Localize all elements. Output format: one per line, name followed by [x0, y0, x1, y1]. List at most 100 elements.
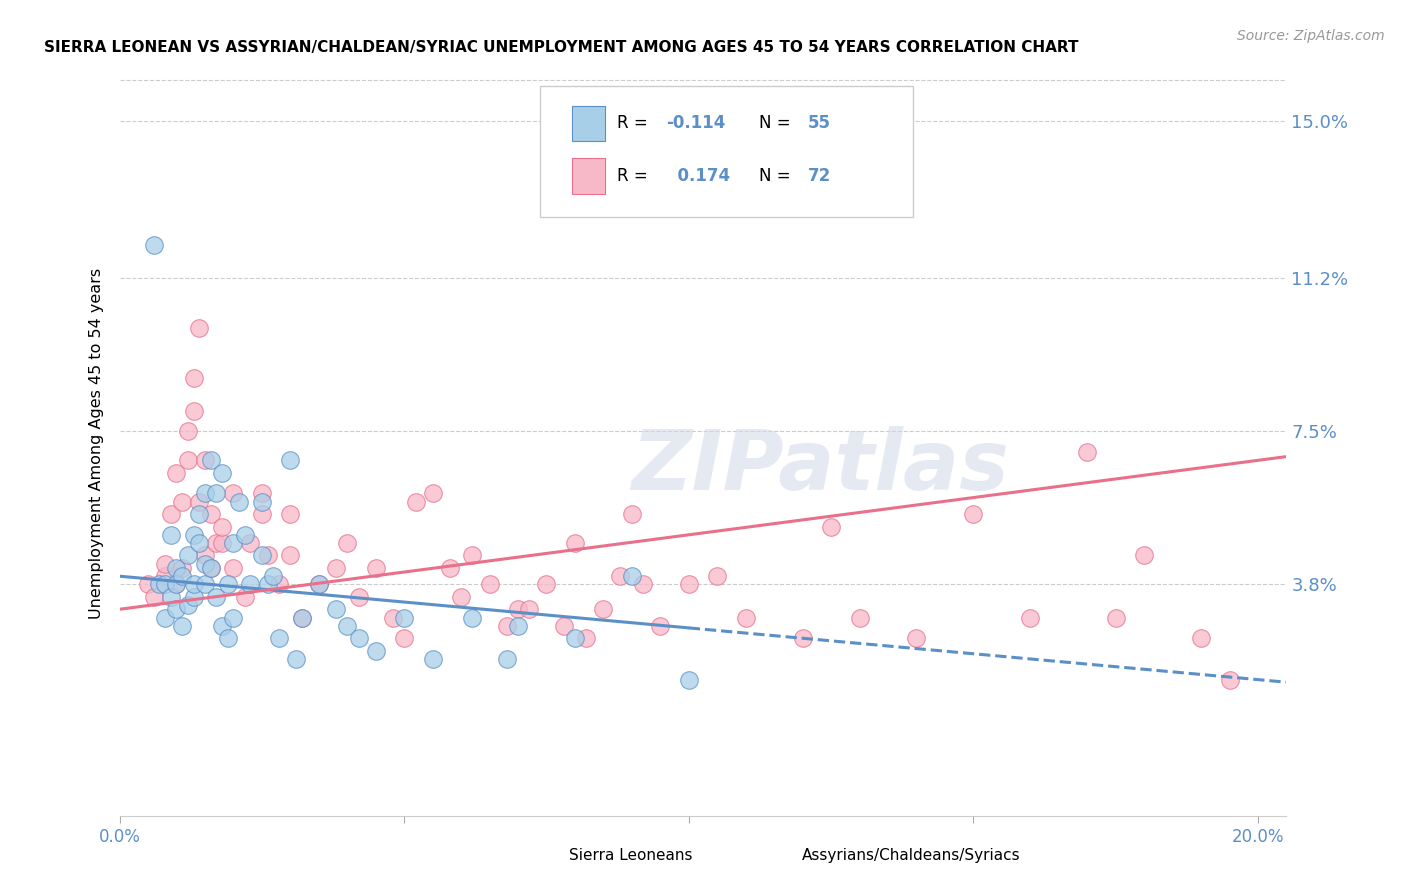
Point	[217, 577, 239, 591]
Point	[461, 549, 484, 563]
FancyBboxPatch shape	[572, 105, 605, 141]
Point	[233, 528, 256, 542]
Point	[519, 602, 541, 616]
Point	[278, 507, 301, 521]
Point	[172, 569, 194, 583]
Point	[172, 561, 194, 575]
Point	[165, 602, 187, 616]
Text: 72: 72	[808, 167, 831, 185]
Point	[792, 632, 814, 646]
Point	[262, 569, 284, 583]
Point	[256, 549, 278, 563]
Point	[172, 619, 194, 633]
Text: Source: ZipAtlas.com: Source: ZipAtlas.com	[1237, 29, 1385, 44]
Point	[159, 528, 181, 542]
Text: SIERRA LEONEAN VS ASSYRIAN/CHALDEAN/SYRIAC UNEMPLOYMENT AMONG AGES 45 TO 54 YEAR: SIERRA LEONEAN VS ASSYRIAN/CHALDEAN/SYRI…	[44, 40, 1078, 55]
Point	[148, 577, 170, 591]
Point	[553, 619, 575, 633]
Point	[285, 652, 308, 666]
Point	[439, 561, 461, 575]
Point	[239, 536, 262, 550]
Point	[222, 486, 245, 500]
Point	[575, 632, 598, 646]
Point	[278, 453, 301, 467]
Point	[194, 577, 217, 591]
Point	[200, 507, 222, 521]
Point	[347, 590, 370, 604]
FancyBboxPatch shape	[540, 87, 912, 217]
FancyBboxPatch shape	[768, 840, 793, 870]
Point	[381, 610, 404, 624]
Point	[153, 610, 176, 624]
Text: 0.174: 0.174	[665, 167, 730, 185]
Point	[325, 602, 347, 616]
Point	[228, 494, 250, 508]
Point	[200, 561, 222, 575]
Point	[177, 453, 200, 467]
Point	[536, 577, 558, 591]
Point	[222, 536, 245, 550]
Point	[592, 602, 614, 616]
Point	[620, 507, 643, 521]
Point	[200, 453, 222, 467]
Point	[564, 632, 586, 646]
Point	[211, 519, 233, 533]
Point	[461, 610, 484, 624]
Point	[217, 632, 239, 646]
FancyBboxPatch shape	[572, 158, 605, 194]
Point	[233, 590, 256, 604]
FancyBboxPatch shape	[534, 840, 560, 870]
Point	[325, 561, 347, 575]
Point	[422, 486, 444, 500]
Point	[183, 370, 205, 384]
Point	[291, 610, 314, 624]
Point	[200, 561, 222, 575]
Point	[848, 610, 870, 624]
Point	[211, 466, 233, 480]
Text: Sierra Leoneans: Sierra Leoneans	[569, 848, 692, 863]
Point	[172, 494, 194, 508]
Point	[188, 494, 211, 508]
Point	[194, 453, 217, 467]
Point	[706, 569, 728, 583]
Point	[256, 577, 278, 591]
Point	[1133, 549, 1156, 563]
Point	[159, 590, 181, 604]
Point	[177, 425, 200, 439]
Point	[194, 486, 217, 500]
Point	[364, 643, 387, 657]
Point	[183, 590, 205, 604]
Point	[136, 577, 159, 591]
Point	[1105, 610, 1128, 624]
Point	[183, 577, 205, 591]
Point	[183, 528, 205, 542]
Point	[905, 632, 928, 646]
Point	[205, 536, 228, 550]
Point	[250, 486, 273, 500]
Point	[506, 602, 529, 616]
Point	[153, 557, 176, 571]
Point	[392, 610, 415, 624]
Point	[165, 466, 187, 480]
Point	[1076, 445, 1098, 459]
Point	[478, 577, 501, 591]
Point	[222, 561, 245, 575]
Point	[142, 590, 165, 604]
Point	[278, 549, 301, 563]
Point	[506, 619, 529, 633]
Point	[291, 610, 314, 624]
Point	[308, 577, 330, 591]
Text: ZIPatlas: ZIPatlas	[631, 425, 1008, 507]
Point	[678, 577, 700, 591]
Text: -0.114: -0.114	[665, 114, 725, 133]
Point	[1219, 673, 1241, 687]
Point	[239, 577, 262, 591]
Point	[609, 569, 631, 583]
Point	[1189, 632, 1212, 646]
Point	[142, 238, 165, 252]
Point	[205, 486, 228, 500]
Point	[250, 549, 273, 563]
Point	[347, 632, 370, 646]
Point	[188, 536, 211, 550]
Point	[165, 577, 187, 591]
